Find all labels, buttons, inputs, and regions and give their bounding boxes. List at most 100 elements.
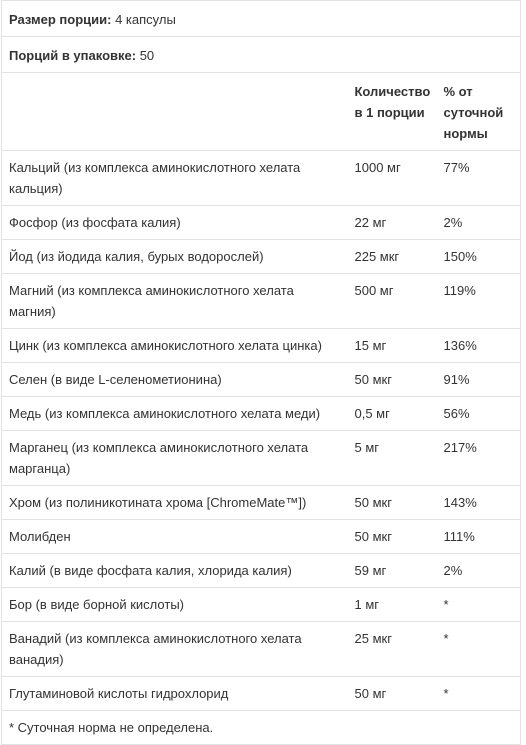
serving-cell: Размер порции: 4 капсулы — [0, 0, 522, 37]
nutrient-name: Бор (в виде борной кислоты) — [9, 597, 184, 612]
amount-cell: 50 мкг — [347, 519, 437, 554]
nutrient-name-cell: Марганец (из комплекса аминокислотного х… — [1, 430, 348, 486]
amount: 1000 мг — [354, 160, 401, 175]
daily-value: * — [443, 686, 449, 701]
nutrient-row: Хром (из полиникотината хрома [ChromeMat… — [1, 485, 522, 520]
daily-value: 143% — [443, 495, 477, 510]
nutrient-name: Марганец (из комплекса аминокислотного х… — [9, 440, 309, 476]
daily-value: 91% — [443, 372, 470, 387]
nutrient-name: Ванадий (из комплекса аминокислотного хе… — [9, 631, 302, 667]
nutrient-row: Йод (из йодида калия, бурых водорослей) 2… — [1, 239, 522, 274]
servings-value: 50 — [139, 48, 155, 63]
daily-value: 150% — [443, 249, 477, 264]
header-row: Количество в 1 порции % от суточной нормы — [1, 72, 522, 151]
nutrient-name-cell: Йод (из йодида калия, бурых водорослей) — [1, 239, 348, 274]
amount: 59 мг — [354, 563, 387, 578]
nutrient-row: Глутаминовой кислоты гидрохлорид 50 мг * — [1, 676, 522, 711]
amount-cell: 59 мг — [347, 553, 437, 588]
nutrient-name-cell: Молибден — [1, 519, 348, 554]
daily-value: 217% — [443, 440, 477, 455]
daily-value: * — [443, 631, 449, 646]
nutrient-name-cell: Магний (из комплекса аминокислотного хел… — [1, 273, 348, 329]
nutrient-row: Селен (в виде L-селенометионина) 50 мкг 91… — [1, 362, 522, 397]
nutrient-name-cell: Кальций (из комплекса аминокислотного хе… — [1, 150, 348, 206]
footnote-row: * Суточная норма не определена. — [0, 710, 522, 745]
nutrient-name: Калий (в виде фосфата калия, хлорида кал… — [9, 563, 292, 578]
footnote: * Суточная норма не определена. — [9, 720, 214, 735]
nutrient-row: Кальций (из комплекса аминокислотного хе… — [1, 150, 522, 206]
daily-value-cell: 77% — [436, 150, 522, 206]
nutrient-row: Молибден 50 мкг 111% — [1, 519, 522, 554]
daily-value-cell: 91% — [436, 362, 522, 397]
daily-value-cell: 150% — [436, 239, 522, 274]
daily-value-cell: 111% — [436, 519, 522, 554]
daily-value-cell: 217% — [436, 430, 522, 486]
nutrient-name-cell: Бор (в виде борной кислоты) — [1, 587, 348, 622]
amount-cell: 225 мкг — [347, 239, 437, 274]
amount: 1 мг — [354, 597, 380, 612]
nutrient-name-cell: Глутаминовой кислоты гидрохлорид — [1, 676, 348, 711]
daily-value-cell: 119% — [436, 273, 522, 329]
nutrient-name: Хром (из полиникотината хрома [ChromeMat… — [9, 495, 307, 510]
daily-value-cell: 56% — [436, 396, 522, 431]
serving-row: Размер порции: 4 капсулы — [0, 0, 522, 37]
header-cell: % от суточной нормы — [436, 72, 522, 151]
nutrient-row: Ванадий (из комплекса аминокислотного хе… — [1, 621, 522, 677]
amount: 500 мг — [354, 283, 394, 298]
daily-value-cell: 143% — [436, 485, 522, 520]
servings-label: Порций в упаковке: — [9, 48, 137, 63]
daily-value-cell: 2% — [436, 553, 522, 588]
amount: 225 мкг — [354, 249, 400, 264]
amount-cell: 500 мг — [347, 273, 437, 329]
daily-value-cell: * — [436, 676, 522, 711]
servings-cell: Порций в упаковке: 50 — [0, 36, 522, 73]
daily-value-cell: * — [436, 587, 522, 622]
amount-cell: 0,5 мг — [347, 396, 437, 431]
daily-value: 77% — [443, 160, 470, 175]
daily-value-cell: * — [436, 621, 522, 677]
nutrient-name-cell: Ванадий (из комплекса аминокислотного хе… — [1, 621, 348, 677]
amount: 50 мкг — [354, 372, 392, 387]
daily-value: 2% — [443, 215, 463, 230]
nutrient-name-cell: Хром (из полиникотината хрома [ChromeMat… — [1, 485, 348, 520]
header-cell: Количество в 1 порции — [347, 72, 437, 151]
amount-cell: 50 мкг — [347, 485, 437, 520]
nutrient-name: Медь (из комплекса аминокислотного хелат… — [9, 406, 321, 421]
servings-row: Порций в упаковке: 50 — [0, 36, 522, 73]
amount: 50 мкг — [354, 495, 392, 510]
nutrient-name-cell: Фосфор (из фосфата калия) — [1, 205, 348, 240]
nutrient-name: Магний (из комплекса аминокислотного хел… — [9, 283, 294, 319]
daily-value: 111% — [443, 529, 475, 544]
amount-cell: 15 мг — [347, 328, 437, 363]
amount: 50 мкг — [354, 529, 392, 544]
amount: 0,5 мг — [354, 406, 390, 421]
header-text: Количество в 1 порции — [354, 84, 431, 120]
daily-value: 2% — [443, 563, 463, 578]
amount: 25 мкг — [354, 631, 392, 646]
daily-value: 119% — [443, 283, 476, 298]
nutrient-name-cell: Медь (из комплекса аминокислотного хелат… — [1, 396, 348, 431]
header-text: % от суточной нормы — [443, 84, 504, 141]
header-cell — [1, 72, 348, 151]
nutrient-name: Селен (в виде L-селенометионина) — [9, 372, 222, 387]
nutrient-name: Глутаминовой кислоты гидрохлорид — [9, 686, 229, 701]
nutrient-name: Кальций (из комплекса аминокислотного хе… — [9, 160, 301, 196]
nutrient-name-cell: Калий (в виде фосфата калия, хлорида кал… — [1, 553, 348, 588]
amount-cell: 50 мг — [347, 676, 437, 711]
nutrient-name: Йод (из йодида калия, бурых водорослей) — [9, 249, 264, 264]
amount-cell: 50 мкг — [347, 362, 437, 397]
nutrient-name: Фосфор (из фосфата калия) — [9, 215, 181, 230]
nutrient-row: Марганец (из комплекса аминокислотного х… — [1, 430, 522, 486]
daily-value-cell: 136% — [436, 328, 522, 363]
amount-cell: 22 мг — [347, 205, 437, 240]
daily-value-cell: 2% — [436, 205, 522, 240]
amount-cell: 1000 мг — [347, 150, 437, 206]
amount-cell: 5 мг — [347, 430, 437, 486]
nutrient-row: Цинк (из комплекса аминокислотного хелат… — [1, 328, 522, 363]
nutrient-name-cell: Цинк (из комплекса аминокислотного хелат… — [1, 328, 348, 363]
nutrient-name: Цинк (из комплекса аминокислотного хелат… — [9, 338, 322, 353]
nutrient-row: Фосфор (из фосфата калия) 22 мг 2% — [1, 205, 522, 240]
